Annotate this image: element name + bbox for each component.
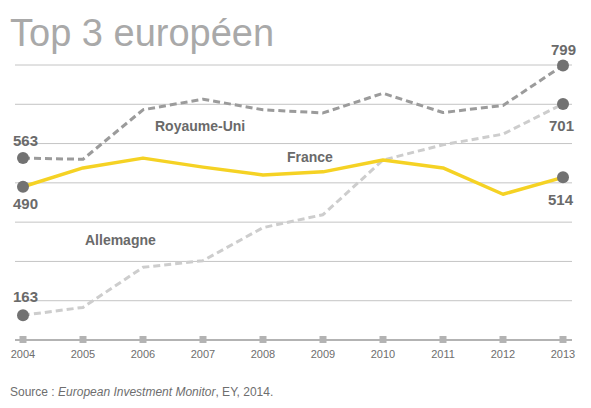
x-tick [440, 336, 447, 343]
source-part: , EY, 2014. [215, 385, 273, 399]
source-part: European Investment Monitor [58, 385, 216, 399]
x-tick [320, 336, 327, 343]
value-label: 701 [549, 117, 574, 134]
x-tick [260, 336, 267, 343]
point-marker [17, 152, 29, 164]
x-tick [380, 336, 387, 343]
point-marker [557, 59, 569, 71]
grid-line [15, 339, 572, 341]
title: Top 3 européen [10, 12, 274, 54]
chart-container: Top 3 européen 2004 2005 2006 2007 2008 2009 20… [0, 0, 591, 408]
grid-line [15, 65, 572, 66]
x-tick-label: 2008 [251, 348, 275, 360]
series-line [23, 104, 563, 315]
chart-svg: Top 3 européen 2004 2005 2006 2007 2008 2009 20… [0, 0, 591, 408]
source: Source : European Investment Monitor, EY… [10, 385, 273, 399]
point-marker [17, 309, 29, 321]
x-tick-label: 2011 [431, 348, 455, 360]
value-label: 514 [548, 191, 574, 208]
grid-line [15, 104, 572, 105]
x-tick-label: 2004 [11, 348, 35, 360]
x-tick [80, 336, 87, 343]
x-tick-label: 2009 [311, 348, 335, 360]
x-tick-label: 2013 [551, 348, 575, 360]
x-tick [200, 336, 207, 343]
grid-line [15, 143, 572, 144]
lines-group [23, 65, 563, 315]
source-part: Source : [10, 385, 58, 399]
x-tick-label: 2010 [371, 348, 395, 360]
grid-line [15, 182, 572, 183]
value-label: 163 [13, 288, 38, 305]
series-name: Royaume-Uni [155, 118, 245, 134]
x-tick [500, 336, 507, 343]
x-tick [20, 336, 27, 343]
series-name: Allemagne [85, 232, 156, 248]
point-marker [17, 181, 29, 193]
x-tick-label: 2007 [191, 348, 215, 360]
grid-line [15, 261, 572, 262]
point-marker [557, 98, 569, 110]
value-label: 490 [13, 195, 38, 212]
x-tick-label: 2012 [491, 348, 515, 360]
x-tick-label: 2005 [71, 348, 95, 360]
value-label: 799 [551, 41, 576, 58]
series-line [23, 65, 563, 159]
point-marker [557, 171, 569, 183]
x-tick-label: 2006 [131, 348, 155, 360]
x-tick [140, 336, 147, 343]
grid-line [15, 300, 572, 301]
value-label: 563 [13, 132, 38, 149]
x-tick [560, 336, 567, 343]
series-name: France [287, 149, 333, 165]
